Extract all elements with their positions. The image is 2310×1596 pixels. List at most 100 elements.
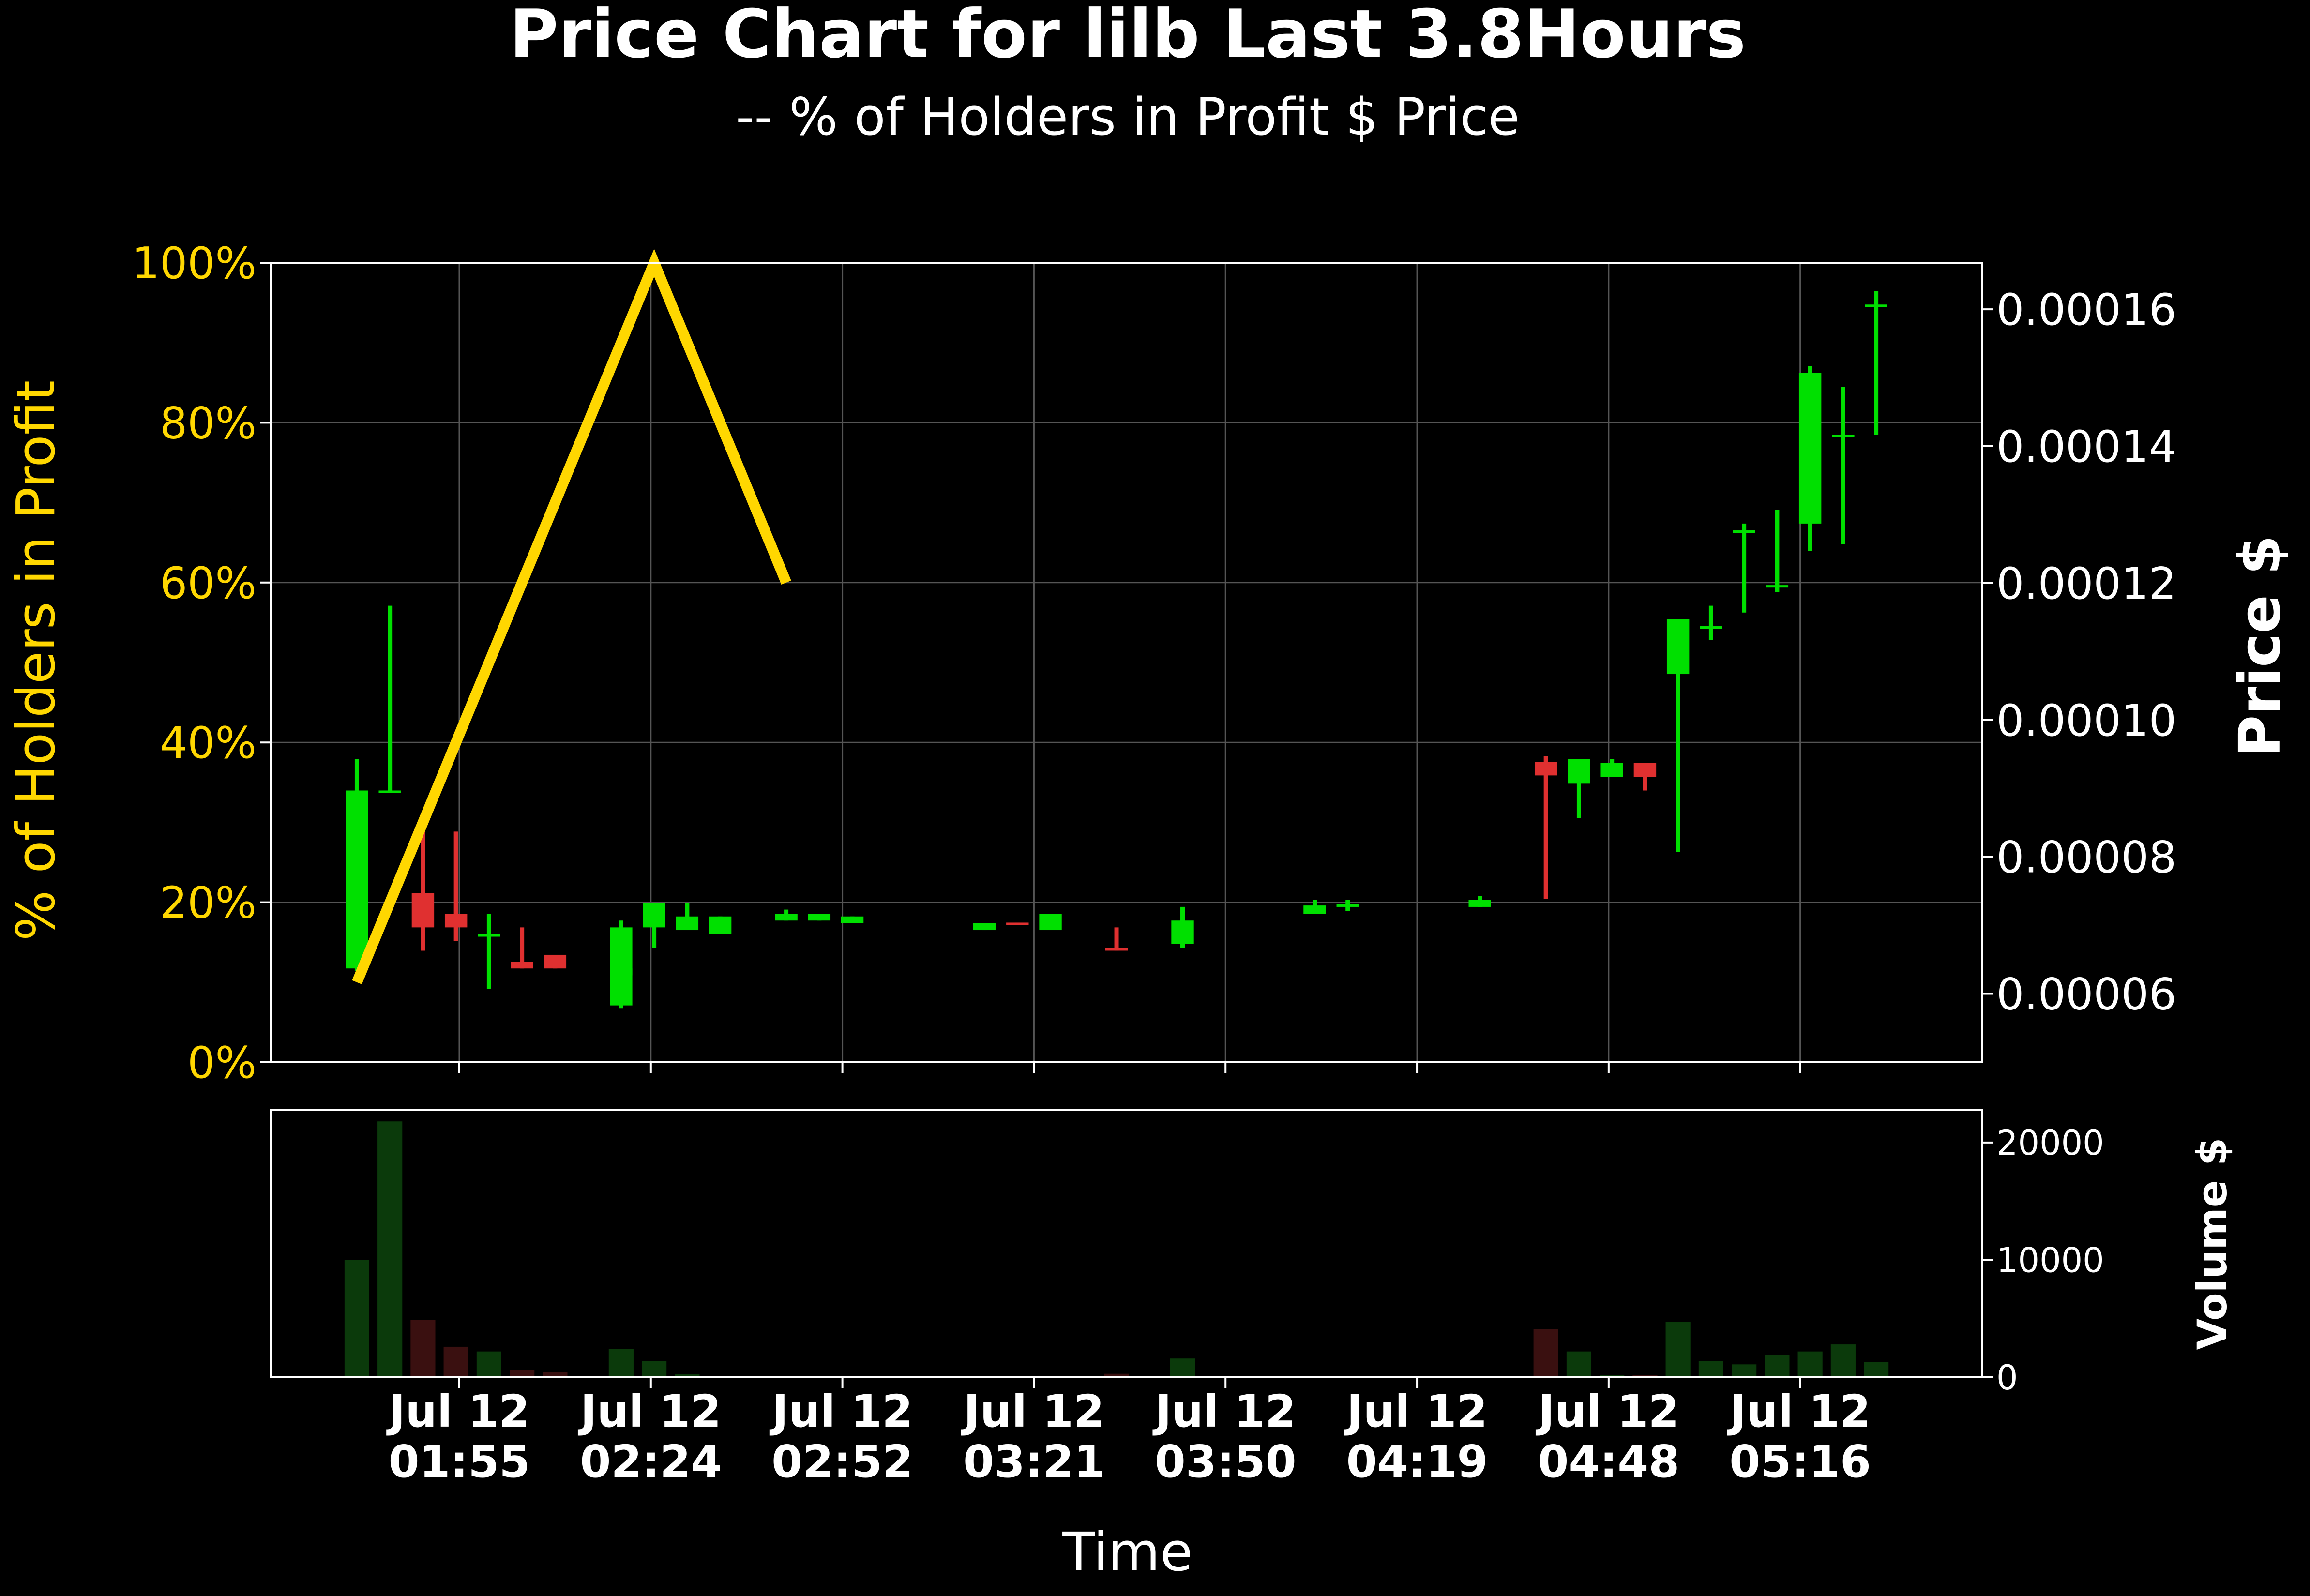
right-tick-label: 0.00016	[1996, 285, 2176, 335]
candle-body	[643, 903, 665, 928]
candle-body	[1105, 948, 1128, 951]
volume-bar	[1797, 1351, 1823, 1377]
right-axis-label: Price $	[2226, 535, 2293, 757]
right-tick-label: 0.00010	[1996, 695, 2176, 746]
x-tick-date: Jul 12	[1344, 1385, 1487, 1437]
candle-body	[973, 923, 996, 931]
price-panel-frame	[270, 262, 1983, 1063]
left-tick-label: 20%	[160, 878, 257, 929]
volume-bar	[1566, 1351, 1592, 1377]
volume-bar	[608, 1349, 634, 1377]
left-tick-label: 60%	[160, 558, 257, 609]
candle-body	[1766, 585, 1789, 588]
x-tick-time: 04:19	[1346, 1436, 1488, 1488]
candle-body	[610, 927, 633, 1006]
candle-body	[1666, 619, 1690, 675]
left-tick-label: 80%	[160, 398, 257, 449]
candle-body	[1039, 914, 1062, 931]
x-tick-date: Jul 12	[961, 1385, 1104, 1437]
x-axis-label: Time	[1062, 1521, 1193, 1583]
left-axis-label: % of Holders in Profit	[5, 380, 67, 941]
x-tick-date: Jul 12	[386, 1385, 529, 1437]
candle-body	[841, 916, 864, 923]
volume-bar	[476, 1351, 501, 1377]
candle-body	[478, 934, 500, 937]
x-tick-time: 05:16	[1729, 1436, 1871, 1488]
candles	[346, 290, 1887, 1009]
candle-body	[1006, 922, 1029, 925]
left-tick-label: 40%	[160, 718, 257, 768]
candle-body	[1798, 373, 1822, 524]
x-tick-time: 02:24	[580, 1436, 722, 1488]
chart-subtitle: -- % of Holders in Profit $ Price	[736, 87, 1520, 147]
x-tick-date: Jul 12	[577, 1385, 721, 1437]
candle-body	[1600, 763, 1623, 777]
volume-bar	[1600, 1375, 1625, 1377]
volume-bar	[1632, 1375, 1658, 1377]
volume-bar	[443, 1346, 468, 1377]
volume-bar	[675, 1374, 700, 1377]
volume-bar	[410, 1320, 436, 1377]
volume-bar	[1732, 1364, 1757, 1377]
right-tick-label: 0.00014	[1996, 422, 2176, 472]
candle-body	[1832, 435, 1855, 437]
candle-body	[1534, 762, 1557, 776]
right-tick-label: 0.00006	[1996, 969, 2176, 1020]
candle-body	[444, 914, 468, 928]
candle-body	[1336, 904, 1359, 907]
right-tick-label: 0.00008	[1996, 832, 2176, 883]
candle-body	[1733, 530, 1755, 533]
left-tick-label: 0%	[187, 1038, 257, 1088]
volume-bar	[1665, 1322, 1691, 1377]
volume-bars	[344, 1121, 1889, 1377]
x-tick-time: 02:52	[771, 1436, 913, 1488]
candle-body	[1171, 920, 1194, 944]
volume-bar	[1170, 1358, 1195, 1377]
candle-body	[808, 914, 831, 921]
volume-bar	[344, 1260, 370, 1377]
x-tick-date: Jul 12	[1152, 1385, 1296, 1437]
volume-bar	[1765, 1355, 1790, 1377]
candle-body	[1303, 905, 1326, 914]
left-tick-label: 100%	[132, 238, 257, 289]
candle-body	[1700, 626, 1722, 629]
candle-body	[1865, 304, 1887, 307]
candle-body	[1568, 759, 1590, 784]
volume-bar	[543, 1372, 568, 1377]
volume-bar	[1104, 1373, 1129, 1377]
candle-body	[676, 916, 699, 931]
candle-body	[378, 790, 401, 793]
x-tick-date: Jul 12	[769, 1385, 913, 1437]
volume-bar	[1864, 1362, 1889, 1377]
candle-body	[544, 954, 567, 969]
candle-body	[1633, 763, 1657, 777]
x-tick-time: 01:55	[389, 1436, 530, 1488]
candle-body	[511, 962, 533, 969]
x-tick-date: Jul 12	[1727, 1385, 1871, 1437]
candle-body	[709, 916, 732, 934]
x-tick-date: Jul 12	[1535, 1385, 1679, 1437]
chart-title: Price Chart for lilb Last 3.8Hours	[510, 0, 1746, 73]
volume-bar	[1533, 1329, 1558, 1377]
volume-axis-label: Volume $	[2189, 1138, 2236, 1350]
volume-panel-frame	[270, 1109, 1983, 1378]
right-tick-label: 0.00012	[1996, 558, 2176, 609]
candle-body	[775, 914, 798, 921]
x-tick-time: 04:48	[1538, 1436, 1679, 1488]
volume-bar	[377, 1121, 403, 1377]
volume-tick-label: 0	[1996, 1358, 2018, 1398]
volume-tick-label: 10000	[1996, 1240, 2104, 1280]
grid	[271, 262, 1982, 1063]
volume-tick-label: 20000	[1996, 1123, 2104, 1163]
volume-bar	[642, 1361, 667, 1377]
volume-bar	[1698, 1361, 1723, 1377]
volume-bar	[1830, 1344, 1856, 1377]
candle-body	[346, 790, 368, 969]
volume-bar	[510, 1370, 535, 1377]
x-tick-time: 03:50	[1155, 1436, 1297, 1488]
candle-body	[1468, 900, 1491, 907]
candle-body	[411, 893, 435, 928]
x-tick-time: 03:21	[963, 1436, 1105, 1488]
